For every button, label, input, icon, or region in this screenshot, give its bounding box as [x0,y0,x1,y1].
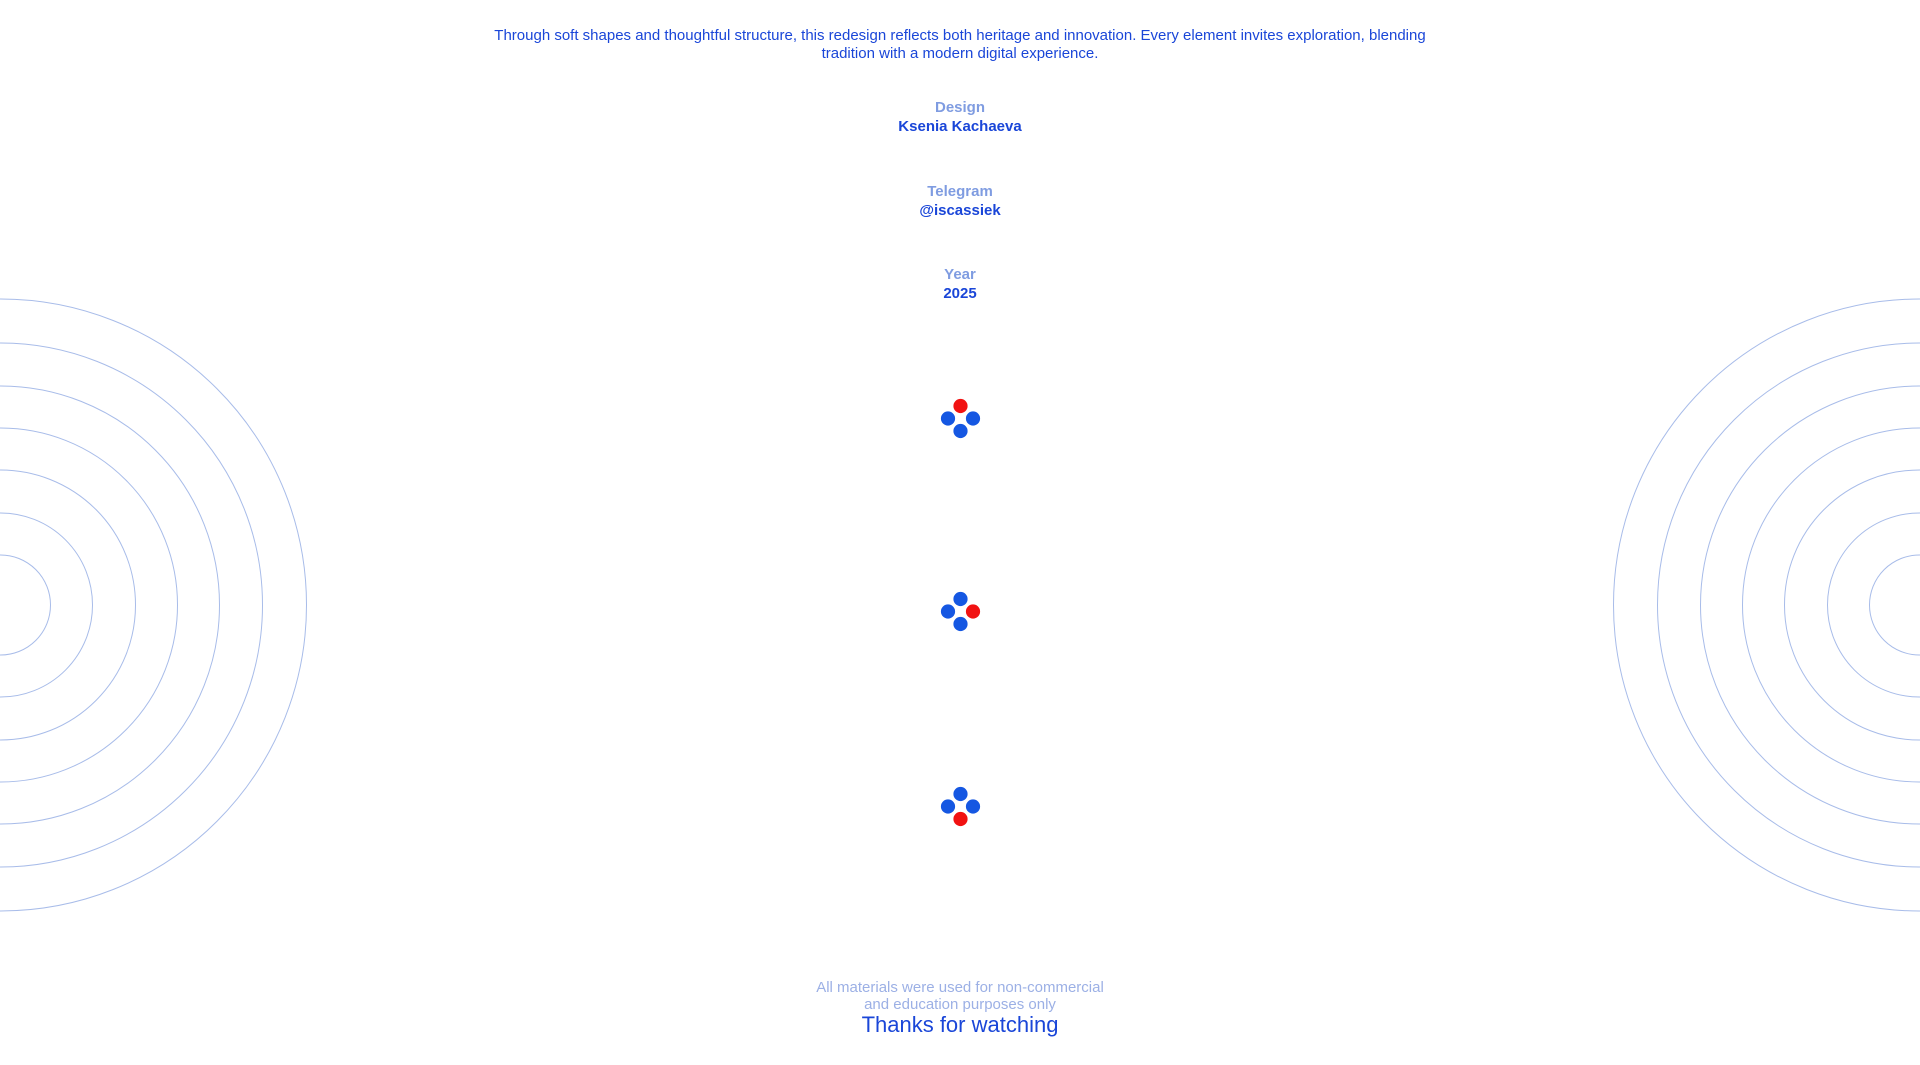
petal-top [953,398,968,414]
credit-design-value: Ksenia Kachaeva [898,117,1022,135]
credit-telegram: Telegram @iscassiek [0,183,1920,220]
petal-bottom [953,616,968,632]
left-circles-decoration [0,298,307,912]
ring-circle [1742,427,1920,783]
credit-year: Year 2025 [0,266,1920,303]
flower-icon-red-top [940,398,981,439]
ring-circle [0,554,51,656]
ring-circle [0,469,136,741]
credit-year-value: 2025 [943,284,977,302]
intro-line-2: tradition with a modern digital experien… [821,45,1099,62]
flower-icon-red-bottom [940,786,981,827]
credit-year-label: Year [944,266,976,283]
ring-circle [0,427,178,783]
disclaimer-line-1: All materials were used for non-commerci… [816,979,1104,996]
ring-circle [1827,512,1920,698]
ring-circle [0,385,220,825]
petal-left [940,604,956,619]
ring-circle [1869,554,1920,656]
disclaimer-line-2: and education purposes only [864,995,1056,1013]
credit-telegram-label: Telegram [927,183,993,200]
ring-circle [0,342,263,868]
thanks-message: Thanks for watching [861,1012,1059,1037]
ring-circle [1657,342,1920,868]
petal-left [940,411,956,426]
petal-top [953,591,968,607]
telegram-handle-link[interactable]: @iscassiek [919,201,1001,219]
petal-right [965,799,981,814]
ring-circle [0,512,93,698]
petal-bottom [953,811,968,827]
petal-top [953,786,968,802]
intro-paragraph: Through soft shapes and thoughtful struc… [0,27,1920,63]
petal-left [940,799,956,814]
ring-circle [1700,385,1920,825]
flower-icon-red-right [940,591,981,632]
intro-line-1: Through soft shapes and thoughtful struc… [494,27,1426,44]
credit-design: Design Ksenia Kachaeva [0,99,1920,136]
right-circles-decoration [1613,298,1920,912]
petal-right [965,604,981,619]
credit-design-label: Design [934,99,985,116]
petal-bottom [953,423,968,439]
petal-right [965,411,981,426]
ring-circle [0,298,307,912]
ring-circle [1784,469,1920,741]
disclaimer-text: All materials were used for non-commerci… [0,979,1920,1013]
